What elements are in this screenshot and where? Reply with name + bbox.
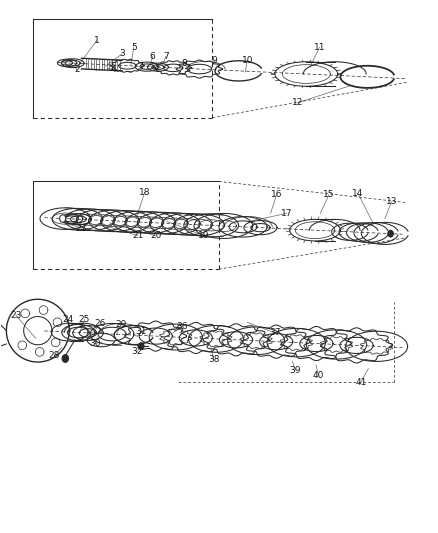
Text: 36: 36: [176, 321, 187, 330]
Text: 14: 14: [352, 189, 364, 198]
Text: 17: 17: [281, 209, 293, 218]
Text: 30: 30: [89, 339, 100, 348]
Text: 11: 11: [314, 43, 325, 52]
Circle shape: [62, 355, 68, 362]
Text: 39: 39: [290, 366, 301, 375]
Text: 32: 32: [131, 347, 143, 356]
Text: 18: 18: [139, 188, 151, 197]
Text: 9: 9: [212, 56, 218, 65]
Text: 16: 16: [271, 190, 283, 199]
Text: 1: 1: [94, 36, 99, 45]
Text: 26: 26: [95, 319, 106, 328]
Text: 28: 28: [48, 351, 60, 360]
Text: 29: 29: [115, 320, 127, 329]
Text: 20: 20: [150, 231, 161, 240]
Circle shape: [139, 343, 144, 349]
Text: 40: 40: [313, 371, 324, 380]
Text: 23: 23: [10, 311, 21, 320]
Text: 31: 31: [135, 327, 147, 336]
Text: 37: 37: [269, 328, 281, 337]
Text: 19: 19: [198, 231, 209, 240]
Text: 13: 13: [386, 197, 397, 206]
Text: 3: 3: [119, 50, 125, 58]
Text: 22: 22: [76, 224, 87, 233]
Text: 25: 25: [79, 315, 90, 324]
Text: 24: 24: [63, 315, 74, 324]
Text: 10: 10: [242, 56, 253, 64]
Text: 7: 7: [163, 52, 169, 61]
Text: 2: 2: [74, 66, 80, 74]
Circle shape: [60, 215, 66, 222]
Text: 38: 38: [208, 355, 219, 364]
Text: 41: 41: [355, 378, 367, 387]
Text: 21: 21: [133, 231, 144, 240]
Text: 6: 6: [150, 52, 155, 61]
Text: 15: 15: [323, 190, 335, 199]
Text: 4: 4: [110, 66, 116, 74]
Text: 12: 12: [292, 98, 303, 107]
Text: 8: 8: [181, 59, 187, 68]
Text: 5: 5: [131, 43, 137, 52]
Circle shape: [388, 230, 393, 237]
